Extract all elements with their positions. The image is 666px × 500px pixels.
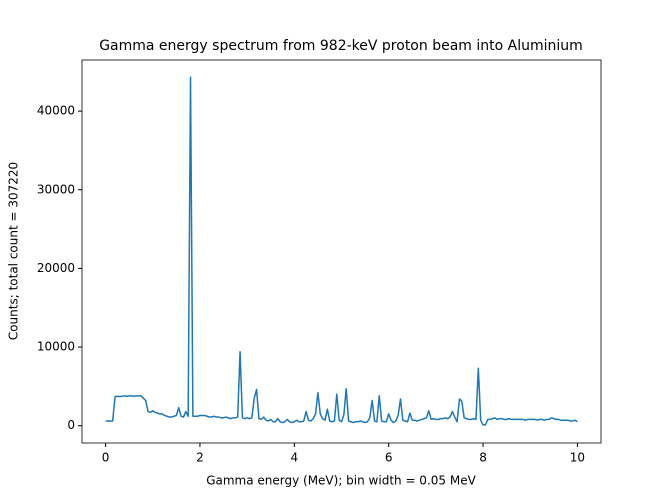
x-tick-label: 0 xyxy=(102,451,110,465)
x-axis-label: Gamma energy (MeV); bin width = 0.05 MeV xyxy=(206,474,476,488)
plot-frame xyxy=(81,59,602,444)
x-tick-label: 4 xyxy=(290,451,298,465)
y-axis-label: Counts; total count = 307220 xyxy=(7,162,21,340)
y-tick-label: 20000 xyxy=(37,261,75,275)
chart-title: Gamma energy spectrum from 982-keV proto… xyxy=(99,38,583,54)
y-tick-label: 40000 xyxy=(37,104,75,118)
y-tick-label: 30000 xyxy=(37,182,75,196)
x-tick-label: 8 xyxy=(479,451,487,465)
x-tick-label: 2 xyxy=(196,451,204,465)
y-tick-label: 10000 xyxy=(37,340,75,354)
y-tick-label: 0 xyxy=(67,418,75,432)
data-line xyxy=(105,76,578,426)
x-tick-label: 10 xyxy=(570,451,585,465)
x-tick-label: 6 xyxy=(385,451,393,465)
